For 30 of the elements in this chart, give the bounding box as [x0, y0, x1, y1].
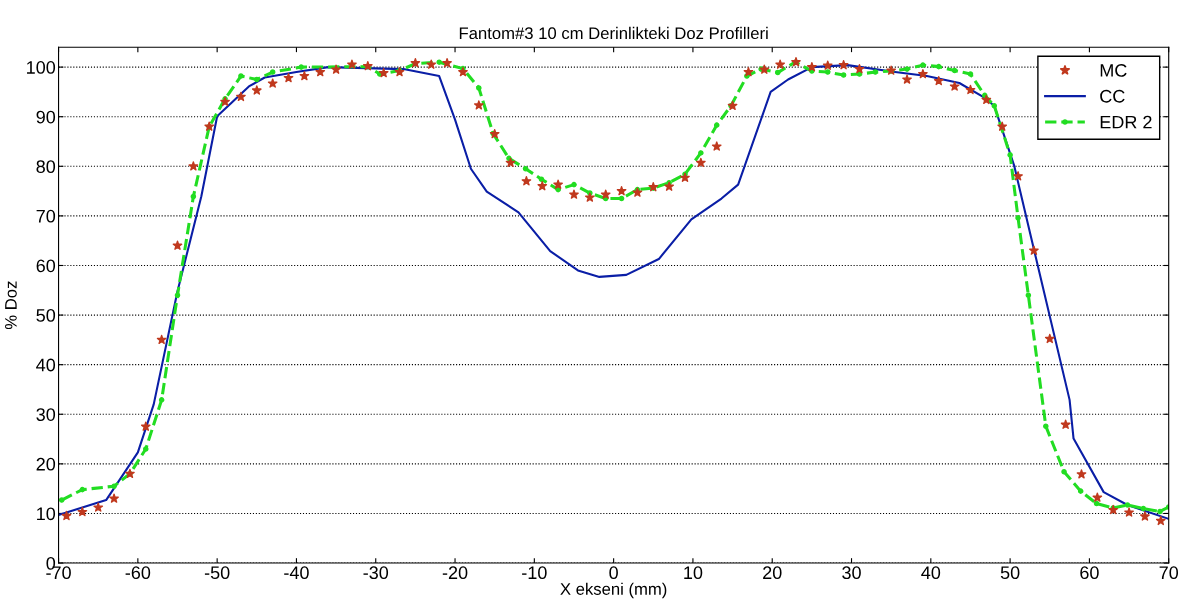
x-tick-label: -10	[522, 566, 547, 580]
x-tick-label: 40	[921, 566, 941, 580]
x-tick-label: 20	[763, 566, 782, 580]
y-tick-label: 90	[36, 110, 56, 124]
legend-label: CC	[1100, 89, 1125, 103]
y-tick-label: 80	[36, 160, 56, 174]
y-tick-label: 30	[36, 408, 56, 421]
x-tick-label: -50	[204, 566, 230, 580]
y-axis-title: % Doz	[5, 281, 17, 330]
legend-label: MC	[1100, 64, 1127, 77]
y-tick-label: 50	[36, 309, 56, 322]
y-tick-label: 20	[36, 457, 56, 471]
x-tick-label: 70	[1159, 566, 1179, 580]
y-tick-label: 100	[27, 61, 56, 74]
x-tick-label: -20	[442, 566, 468, 580]
x-tick-label: 0	[609, 566, 618, 580]
y-tick-label: 60	[36, 259, 56, 273]
x-tick-label: 10	[684, 566, 703, 580]
x-tick-label: -40	[284, 566, 309, 580]
x-tick-label: 60	[1080, 566, 1099, 580]
x-tick-label: 30	[842, 566, 861, 580]
x-tick-label: -30	[363, 566, 389, 580]
legend-label: EDR 2	[1100, 115, 1152, 129]
y-tick-label: 10	[37, 507, 56, 521]
x-tick-label: 50	[1000, 566, 1020, 580]
y-tick-label: 70	[36, 209, 56, 223]
chart-title: Fantom#3 10 cm Derinlikteki Doz Profilleri	[459, 26, 768, 40]
x-tick-label: -60	[125, 566, 151, 580]
y-tick-label: 40	[36, 358, 56, 372]
x-axis-title: X ekseni (mm)	[560, 582, 667, 599]
